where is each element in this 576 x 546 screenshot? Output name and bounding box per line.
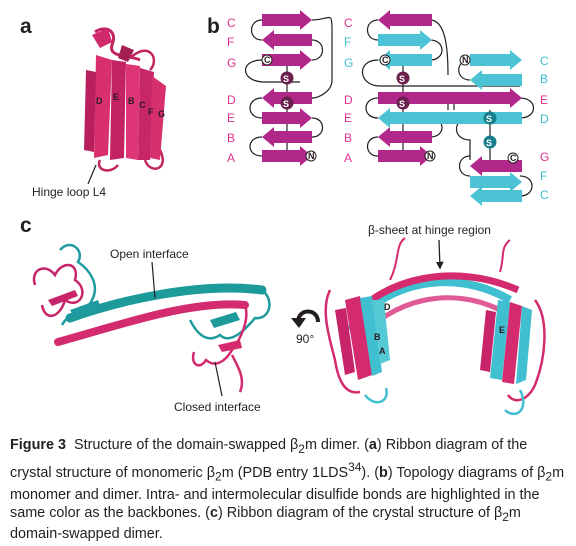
caption-text-7: m monomer and dimer. Intra- and intermol… [10, 464, 565, 521]
caption-text-6: ) Topology diagrams of β [387, 464, 546, 481]
dimer-topology-diagram: C S S S S N N C [361, 10, 535, 206]
dimer-ribbon-hinge-view: D B A E [324, 237, 546, 416]
dimer-c-terminus-right: C [510, 153, 517, 163]
svg-text:G: G [540, 150, 549, 164]
monomer-n-terminus: N [308, 151, 315, 161]
dimer-n-terminus-right: N [462, 55, 469, 65]
svg-text:F: F [227, 35, 234, 49]
hinge-pointer-line [87, 164, 97, 185]
dimer-c-terminus-left: C [382, 55, 389, 65]
dimer-n-terminus-left: N [427, 151, 434, 161]
svg-text:E: E [344, 111, 352, 125]
panel-c-letter: c [20, 214, 32, 237]
caption-label: Figure 3 [10, 437, 66, 453]
svg-text:A: A [344, 151, 352, 165]
caption-text-1: Structure of the domain-swapped β [73, 437, 299, 453]
caption-a: a [368, 437, 377, 453]
monomer-topology-diagram: C S S N [245, 10, 333, 166]
hinge-strand-label-a: A [379, 346, 386, 356]
closed-interface-pointer [214, 361, 223, 397]
strand-label-g: G [158, 109, 165, 119]
monomer-disulfide-s1: S [283, 74, 289, 84]
dimer-disulfide-s3: S [486, 114, 492, 124]
svg-text:G: G [344, 56, 353, 70]
caption-text-3: ) Ribbon diagram of the crystal structur… [10, 437, 528, 481]
svg-text:C: C [344, 16, 353, 30]
monomer-c-terminus: C [264, 55, 271, 65]
strand-label-b: B [128, 96, 135, 106]
svg-text:D: D [344, 93, 353, 107]
dimer-left-strand-labels: C F G D E B A [344, 16, 353, 165]
caption-text-9: m domain-swapped dimer. [10, 504, 521, 543]
svg-text:C: C [540, 54, 549, 68]
hinge-sheet-label: β-sheet at hinge region [368, 223, 491, 237]
caption-b: b [379, 464, 388, 481]
dimer-disulfide-s4: S [486, 138, 492, 148]
svg-text:C: C [227, 16, 236, 30]
hinge-strand-label-b: B [374, 332, 381, 342]
open-interface-pointer [151, 261, 156, 299]
dimer-disulfide-s2: S [399, 99, 405, 109]
monomer-ribbon-diagram: D E B C F G [84, 27, 166, 172]
rotation-arrow-icon [291, 309, 320, 328]
rotation-label: 90° [296, 332, 314, 346]
dimer-right-strand-labels: C B E D G F C [540, 54, 549, 202]
dimer-disulfide-s1: S [399, 74, 405, 84]
figure-caption: Figure 3 Structure of the domain-swapped… [10, 436, 570, 543]
hinge-loop-label: Hinge loop L4 [32, 185, 106, 199]
svg-text:A: A [227, 151, 235, 165]
svg-text:B: B [227, 131, 235, 145]
svg-text:F: F [540, 169, 547, 183]
caption-text-5: ). ( [361, 464, 380, 481]
strand-label-e: E [113, 92, 119, 102]
svg-text:E: E [540, 93, 548, 107]
caption-text-4: m (PDB entry 1LDS [221, 464, 349, 481]
svg-text:D: D [227, 93, 236, 107]
dimer-ribbon-side-view [32, 243, 271, 393]
caption-text-8: ) Ribbon diagram of the crystal structur… [218, 504, 503, 521]
caption-ref: 34 [348, 459, 362, 474]
svg-text:E: E [227, 111, 235, 125]
svg-text:D: D [540, 112, 549, 126]
caption-sub: 2 [215, 469, 222, 484]
strand-label-f: F [148, 107, 154, 117]
panel-b-letter: b [207, 15, 220, 38]
hinge-strand-label-d: D [384, 302, 391, 312]
svg-text:C: C [540, 188, 549, 202]
monomer-disulfide-s2: S [283, 99, 289, 109]
caption-sub: 2 [298, 441, 305, 456]
caption-c: c [209, 504, 218, 521]
caption-sub: 2 [545, 469, 553, 484]
svg-text:B: B [344, 131, 352, 145]
svg-text:G: G [227, 56, 236, 70]
figure-artwork: a D E B C F G Hinge loop L4 b C F G D E … [20, 10, 549, 416]
strand-label-c: C [139, 100, 146, 110]
svg-text:B: B [540, 72, 548, 86]
panel-a-letter: a [20, 15, 32, 38]
open-interface-label: Open interface [110, 247, 189, 261]
monomer-strand-labels: C F G D E B A [227, 16, 236, 165]
caption-text-2: m dimer. ( [304, 437, 369, 453]
svg-text:F: F [344, 35, 351, 49]
caption-sub: 2 [502, 509, 509, 524]
closed-interface-label: Closed interface [174, 400, 261, 414]
hinge-strand-label-e: E [499, 325, 505, 335]
hinge-sheet-pointer [435, 239, 444, 270]
strand-label-d: D [96, 96, 103, 106]
